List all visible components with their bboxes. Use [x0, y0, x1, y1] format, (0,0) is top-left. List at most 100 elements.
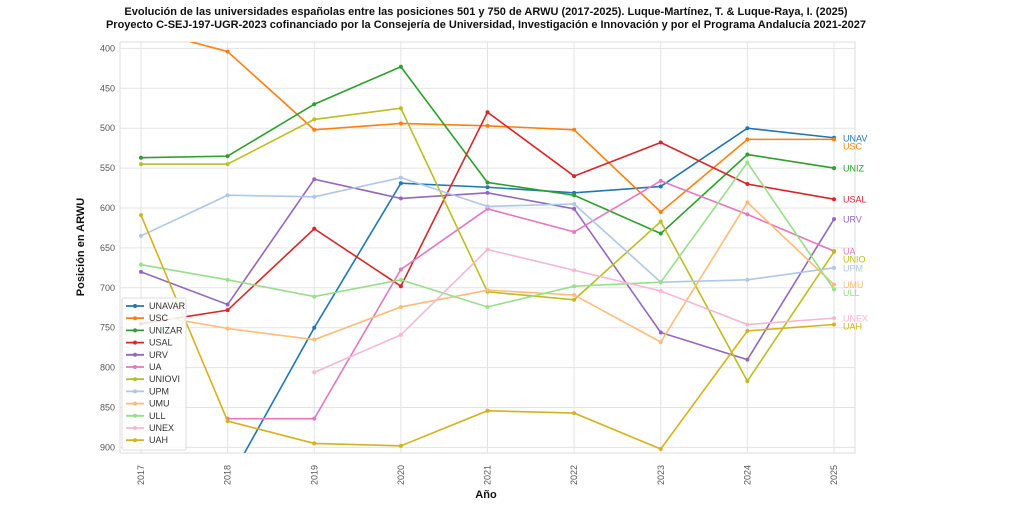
data-point: [572, 292, 577, 297]
data-point: [225, 154, 230, 159]
data-point: [312, 416, 317, 421]
data-point: [658, 209, 663, 214]
legend-label: UNIZAR: [149, 325, 183, 335]
data-point: [745, 322, 750, 327]
data-point: [658, 184, 663, 189]
legend-label: UNIOVI: [149, 374, 180, 384]
x-tick-label: 2019: [309, 465, 319, 485]
legend-item: USC: [126, 313, 169, 323]
end-label: UA: [843, 247, 856, 257]
legend-marker: [133, 389, 137, 394]
legend-marker: [133, 401, 137, 406]
data-point: [832, 197, 836, 202]
legend-marker: [133, 352, 137, 357]
data-point: [572, 174, 577, 179]
end-label: UNIZ: [843, 164, 864, 174]
data-point: [398, 304, 403, 309]
data-point: [572, 193, 577, 198]
data-point: [398, 443, 403, 448]
legend-item: UNAVAR: [126, 301, 186, 311]
data-point: [572, 297, 577, 302]
data-point: [312, 441, 317, 446]
data-point: [139, 269, 143, 274]
data-point: [485, 110, 490, 115]
y-tick-label: 700: [100, 283, 115, 293]
x-tick-label: 2020: [396, 465, 406, 485]
legend: UNAVAR USC UNIZAR USAL URV UA UNIOVI UPM UMU ULL U…: [121, 297, 187, 451]
y-tick-label: 650: [100, 243, 115, 253]
legend-label: UA: [149, 362, 162, 372]
data-point: [745, 328, 750, 333]
series-urv: [139, 177, 836, 362]
data-point: [398, 106, 403, 111]
data-point: [139, 162, 143, 167]
chart-subtitle: Proyecto C-SEJ-197-UGR-2023 cofinanciado…: [106, 19, 866, 31]
data-point: [485, 247, 490, 252]
legend-label: UAH: [149, 435, 168, 445]
end-label: ULL: [843, 288, 860, 298]
data-point: [139, 233, 143, 238]
legend-item: UNEX: [126, 423, 174, 433]
x-tick-label: 2025: [829, 465, 839, 485]
series-unavar: [243, 126, 836, 453]
y-tick-label: 550: [100, 163, 115, 173]
end-label: UAH: [843, 322, 862, 332]
data-point: [832, 217, 836, 222]
data-point: [398, 64, 403, 69]
end-label: UMU: [843, 280, 864, 290]
data-point: [312, 127, 317, 132]
data-point: [139, 213, 143, 218]
y-tick-label: 900: [100, 442, 115, 452]
data-point: [312, 370, 317, 375]
data-point: [398, 267, 403, 272]
data-point: [398, 175, 403, 180]
legend-item: UAH: [126, 435, 168, 445]
data-point: [658, 231, 663, 236]
end-label: URV: [843, 215, 862, 225]
data-point: [312, 177, 317, 182]
data-point: [485, 288, 490, 293]
data-point: [312, 337, 317, 342]
legend-item: USAL: [126, 338, 173, 348]
data-point: [572, 284, 577, 289]
y-tick-label: 450: [100, 83, 115, 93]
data-point: [139, 155, 143, 160]
series-line: [227, 179, 835, 420]
data-point: [832, 322, 836, 327]
legend-marker: [133, 413, 137, 418]
y-tick-label: 800: [100, 363, 115, 373]
end-label: UPM: [843, 263, 863, 273]
legend-label: UNAVAR: [149, 301, 186, 311]
data-point: [572, 127, 577, 132]
x-tick-label: 2022: [569, 465, 579, 485]
data-point: [312, 226, 317, 231]
data-point: [658, 280, 663, 285]
series-unex: [312, 247, 836, 375]
x-axis-label: Año: [475, 489, 497, 501]
series-usal: [139, 110, 836, 326]
data-point: [745, 152, 750, 157]
end-label: UNEX: [843, 314, 868, 324]
legend-item: ULL: [126, 411, 166, 421]
x-tick-label: 2018: [223, 465, 233, 485]
data-point: [485, 204, 490, 209]
data-point: [658, 219, 663, 224]
series-usc: [188, 42, 836, 214]
data-point: [398, 277, 403, 282]
legend-label: USC: [149, 313, 169, 323]
data-point: [832, 249, 836, 254]
data-point: [485, 190, 490, 195]
series-ua: [225, 178, 836, 421]
end-label: UNIO: [843, 255, 866, 265]
data-point: [832, 166, 836, 171]
legend-marker: [133, 316, 137, 321]
data-point: [398, 196, 403, 201]
y-tick-label: 400: [100, 43, 115, 53]
data-point: [745, 379, 750, 384]
data-point: [832, 265, 836, 270]
data-point: [485, 408, 490, 413]
legend-label: UNEX: [149, 423, 174, 433]
data-point: [745, 137, 750, 142]
